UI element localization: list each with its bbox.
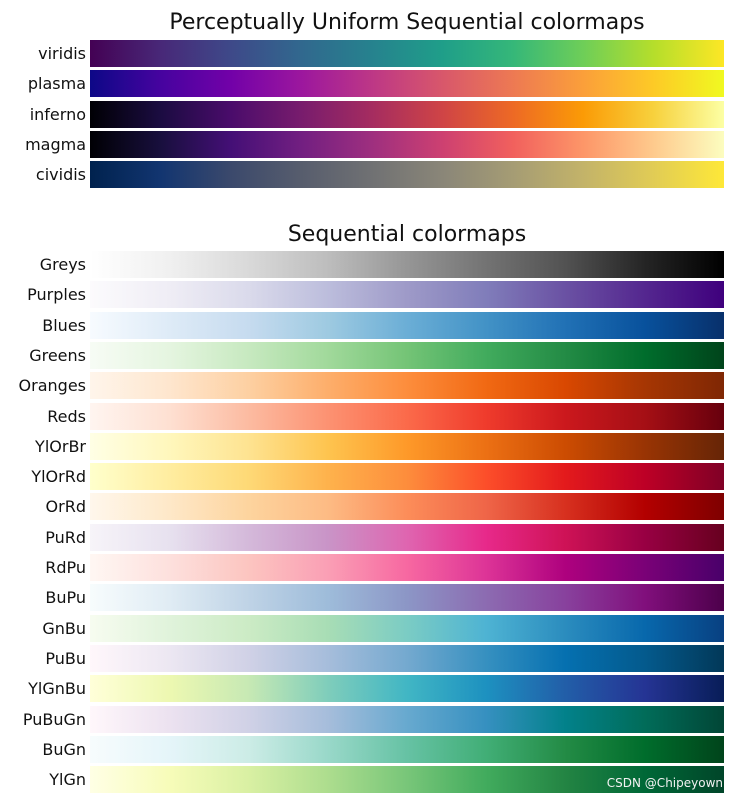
- colormap-gradient-bar: [90, 70, 724, 98]
- colormap-label: PuRd: [45, 527, 86, 547]
- colormap-label: Purples: [27, 285, 86, 305]
- colormap-gradient-bar: [90, 644, 724, 672]
- colormap-gradient-bar: [90, 766, 724, 794]
- colormap-label: plasma: [27, 74, 86, 94]
- colormap-gradient-bar: [90, 614, 724, 642]
- colormap-gradient-bar: [90, 705, 724, 733]
- colormap-row: Purples: [0, 281, 739, 309]
- colormap-label: YlOrRd: [31, 467, 86, 487]
- colormap-gradient-bar: [90, 372, 724, 400]
- colormap-row: Greys: [0, 251, 739, 278]
- colormap-gradient-bar: [90, 281, 724, 309]
- colormap-gradient-bar: [90, 311, 724, 339]
- colormap-label: magma: [25, 134, 86, 154]
- colormap-row: PuBu: [0, 644, 739, 672]
- colormap-row: Reds: [0, 402, 739, 430]
- colormap-label: Greys: [39, 255, 86, 274]
- colormap-gradient-bar: [90, 130, 724, 158]
- colormap-label: inferno: [29, 104, 86, 124]
- colormap-row: YlOrRd: [0, 463, 739, 491]
- colormap-label: Blues: [42, 315, 86, 335]
- colormap-row: inferno: [0, 100, 739, 128]
- colormap-gradient-bar: [90, 675, 724, 703]
- colormap-label: YlGn: [49, 770, 86, 790]
- colormap-label: YlOrBr: [35, 436, 86, 456]
- colormap-label: GnBu: [42, 618, 86, 638]
- colormap-gradient-bar: [90, 161, 724, 189]
- colormap-gradient-bar: [90, 463, 724, 491]
- colormap-label: Oranges: [18, 376, 86, 396]
- colormap-row: RdPu: [0, 554, 739, 581]
- colormap-label: PuBuGn: [22, 709, 86, 729]
- colormap-row: cividis: [0, 161, 739, 189]
- colormap-gradient-bar: [90, 100, 724, 128]
- colormap-row: YlGn: [0, 766, 739, 794]
- colormap-row: magma: [0, 130, 739, 158]
- colormap-label: viridis: [38, 44, 86, 63]
- colormap-gradient-bar: [90, 735, 724, 763]
- watermark: CSDN @Chipeyown: [606, 776, 723, 790]
- colormap-row: OrRd: [0, 493, 739, 521]
- chart-title-perceptual: Perceptually Uniform Sequential colormap…: [169, 10, 645, 35]
- colormap-label: RdPu: [45, 558, 86, 577]
- colormap-row: BuPu: [0, 584, 739, 612]
- colormap-gradient-bar: [90, 402, 724, 430]
- colormap-label: Reds: [47, 406, 86, 426]
- colormap-label: cividis: [35, 165, 86, 185]
- colormap-gradient-bar: [90, 40, 724, 67]
- colormap-row: BuGn: [0, 735, 739, 763]
- chart-title-sequential: Sequential colormaps: [287, 222, 527, 247]
- colormap-gradient-bar: [90, 432, 724, 460]
- colormap-gradient-bar: [90, 493, 724, 521]
- colormap-row: GnBu: [0, 614, 739, 642]
- colormap-row: PuRd: [0, 523, 739, 551]
- colormap-gradient-bar: [90, 251, 724, 278]
- colormap-label: BuPu: [45, 588, 86, 608]
- colormap-row: YlGnBu: [0, 675, 739, 703]
- colormap-row: viridis: [0, 40, 739, 67]
- colormap-row: plasma: [0, 70, 739, 98]
- colormap-row: Greens: [0, 341, 739, 369]
- colormap-label: PuBu: [45, 648, 86, 668]
- colormap-label: YlGnBu: [28, 679, 86, 699]
- colormap-row: Oranges: [0, 372, 739, 400]
- colormap-row: PuBuGn: [0, 705, 739, 733]
- colormap-label: BuGn: [42, 739, 86, 759]
- colormap-gradient-bar: [90, 523, 724, 551]
- colormap-row: YlOrBr: [0, 432, 739, 460]
- colormap-gradient-bar: [90, 341, 724, 369]
- colormap-gradient-bar: [90, 554, 724, 581]
- colormap-label: Greens: [29, 345, 86, 365]
- colormap-row: Blues: [0, 311, 739, 339]
- colormap-gradient-bar: [90, 584, 724, 612]
- colormap-label: OrRd: [45, 497, 86, 517]
